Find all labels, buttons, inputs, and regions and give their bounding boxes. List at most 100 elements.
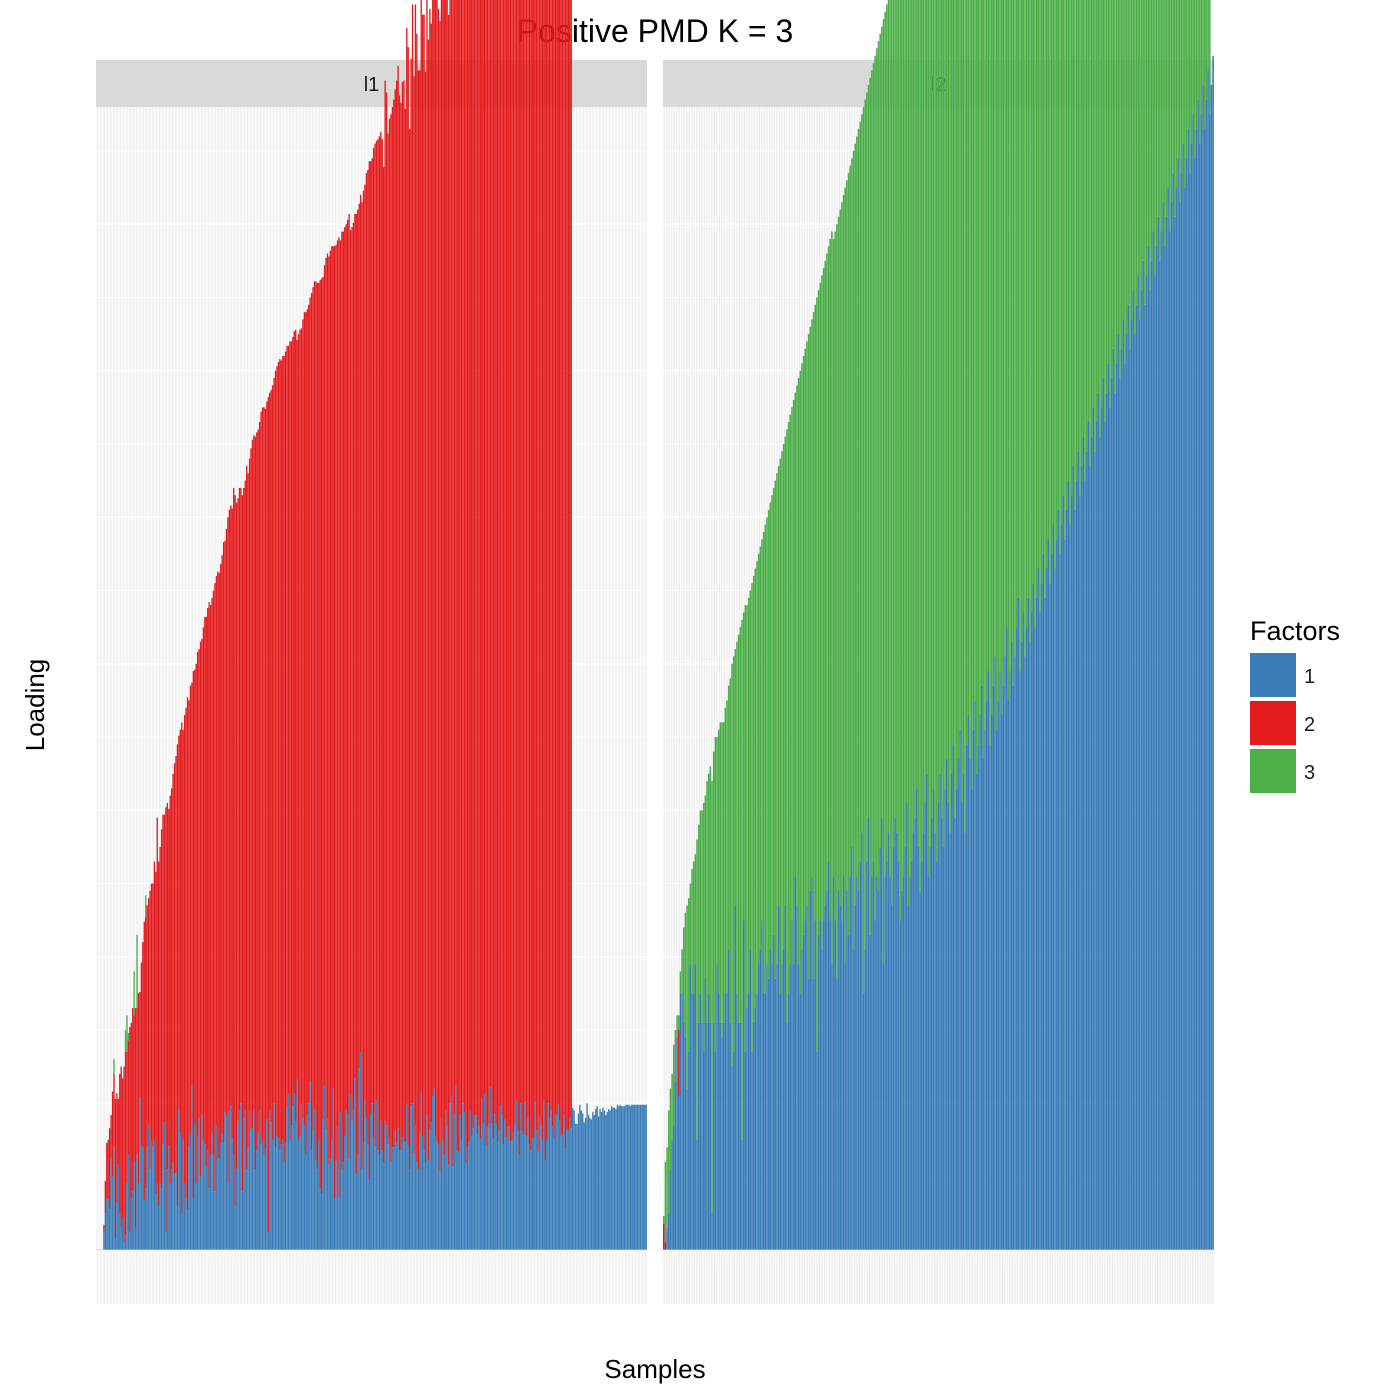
- bar-segment-factor-1: [292, 1106, 294, 1250]
- bar-segment-factor-2: [437, 8, 440, 1145]
- bar-segment-factor-3: [962, 0, 965, 774]
- bar-segment-factor-2: [270, 389, 272, 1123]
- bar-segment-factor-3: [1002, 0, 1005, 686]
- bar-segment-factor-1: [199, 1176, 202, 1250]
- bar-segment-factor-3: [1029, 0, 1031, 642]
- bar-segment-factor-1: [450, 1095, 453, 1250]
- bar-segment-factor-1: [1099, 436, 1101, 1250]
- bar-segment-factor-1: [965, 744, 968, 1250]
- bar-segment-factor-1: [1140, 290, 1143, 1250]
- bar-segment-factor-1: [1017, 597, 1020, 1250]
- bar-segment-factor-1: [401, 1136, 404, 1250]
- bar-segment-factor-2: [235, 502, 238, 1170]
- bar-segment-factor-1: [574, 1123, 577, 1250]
- bar-segment-factor-2: [541, 0, 544, 1140]
- bar-segment-factor-3: [1069, 0, 1071, 525]
- bar-segment-factor-1: [1067, 480, 1070, 1250]
- bar-segment-factor-1: [587, 1115, 590, 1250]
- bar-segment-factor-1: [909, 876, 911, 1250]
- bar-segment-factor-3: [677, 1015, 680, 1031]
- bar-segment-factor-1: [1087, 422, 1090, 1250]
- bar-segment-factor-1: [1054, 568, 1056, 1250]
- bar-segment-factor-2: [527, 0, 529, 1118]
- bar-segment-factor-1: [344, 1135, 346, 1250]
- bar-segment-factor-3: [1162, 0, 1164, 203]
- bar-segment-factor-3: [1049, 0, 1051, 584]
- bar-segment-factor-3: [1035, 0, 1038, 598]
- bar-segment-factor-3: [687, 898, 690, 1052]
- bar-segment-factor-3: [990, 0, 993, 716]
- bar-segment-factor-1: [335, 1160, 337, 1250]
- bar-segment-factor-1: [143, 1199, 145, 1250]
- bar-segment-factor-3: [1089, 0, 1091, 466]
- bar-segment-factor-3: [882, 19, 885, 965]
- bar-segment-factor-1: [789, 964, 792, 1250]
- bar-segment-factor-2: [263, 407, 265, 1155]
- bar-segment-factor-3: [1077, 0, 1080, 452]
- bar-segment-factor-2: [318, 282, 320, 1140]
- bar-segment-factor-2: [267, 397, 269, 1233]
- bar-segment-factor-3: [1112, 0, 1114, 349]
- bar-segment-factor-2: [195, 663, 197, 1184]
- bar-segment-factor-1: [791, 920, 793, 1250]
- bar-segment-factor-1: [619, 1104, 621, 1250]
- bar-segment-factor-2: [145, 917, 147, 1189]
- bar-segment-factor-1: [511, 1139, 513, 1250]
- bar-segment-factor-1: [221, 1134, 223, 1250]
- bar-segment-factor-1: [859, 861, 861, 1250]
- bar-segment-factor-1: [851, 846, 853, 1250]
- bar-segment-factor-1: [176, 1205, 179, 1250]
- bar-segment-factor-3: [764, 524, 767, 994]
- bar-segment-factor-2: [253, 435, 255, 1110]
- bar-segment-factor-1: [699, 993, 702, 1250]
- bar-segment-factor-1: [596, 1106, 598, 1250]
- bar-segment-factor-1: [142, 1147, 144, 1250]
- bar-segment-factor-3: [1165, 0, 1168, 217]
- bar-segment-factor-1: [293, 1093, 295, 1250]
- bar-segment-factor-2: [282, 356, 284, 1140]
- bar-segment-factor-1: [192, 1198, 194, 1250]
- bar-segment-factor-1: [312, 1129, 314, 1250]
- bar-segment-factor-3: [992, 0, 995, 686]
- bar-segment-factor-1: [990, 715, 993, 1250]
- bar-segment-factor-3: [889, 0, 891, 877]
- bar-segment-factor-1: [1002, 685, 1005, 1250]
- bar-segment-factor-2: [202, 627, 205, 1140]
- bar-segment-factor-2: [132, 1008, 134, 1192]
- bar-segment-factor-2: [677, 1030, 680, 1096]
- bar-segment-factor-1: [416, 1161, 418, 1250]
- bar-segment-factor-3: [964, 0, 966, 833]
- bar-segment-factor-2: [153, 861, 156, 1140]
- bar-segment-factor-3: [664, 1161, 667, 1243]
- bar-segment-factor-1: [404, 1141, 407, 1250]
- bar-segment-factor-2: [243, 487, 245, 1118]
- bar-segment-factor-1: [610, 1106, 613, 1250]
- bar-segment-factor-3: [714, 737, 717, 1052]
- bar-segment-factor-1: [243, 1117, 245, 1250]
- bar-segment-factor-1: [172, 1161, 174, 1250]
- bar-segment-factor-2: [416, 33, 418, 1162]
- bar-segment-factor-2: [359, 194, 362, 1052]
- bar-segment-factor-3: [809, 326, 812, 891]
- bar-segment-factor-1: [423, 1150, 425, 1250]
- bar-segment-factor-1: [429, 1129, 431, 1250]
- bar-segment-factor-1: [573, 1110, 575, 1250]
- bar-segment-factor-3: [829, 238, 831, 921]
- bar-segment-factor-2: [296, 339, 298, 1080]
- bar-segment-factor-1: [894, 817, 896, 1250]
- bar-segment-factor-1: [471, 1135, 473, 1250]
- bar-segment-factor-2: [388, 118, 391, 1137]
- bar-segment-factor-1: [182, 1139, 184, 1250]
- bar-segment-factor-3: [995, 0, 998, 730]
- bar-segment-factor-3: [789, 414, 792, 965]
- bar-segment-factor-3: [901, 0, 903, 891]
- bar-segment-factor-1: [1037, 568, 1040, 1250]
- bar-segment-factor-2: [663, 1223, 665, 1250]
- bar-segment-factor-2: [409, 128, 411, 1170]
- bar-segment-factor-1: [879, 846, 881, 1250]
- bar-segment-factor-1: [484, 1093, 486, 1250]
- bar-segment-factor-2: [484, 0, 486, 1094]
- bar-segment-factor-1: [427, 1160, 430, 1250]
- bar-segment-factor-1: [599, 1109, 601, 1250]
- bar-segment-factor-3: [854, 143, 856, 906]
